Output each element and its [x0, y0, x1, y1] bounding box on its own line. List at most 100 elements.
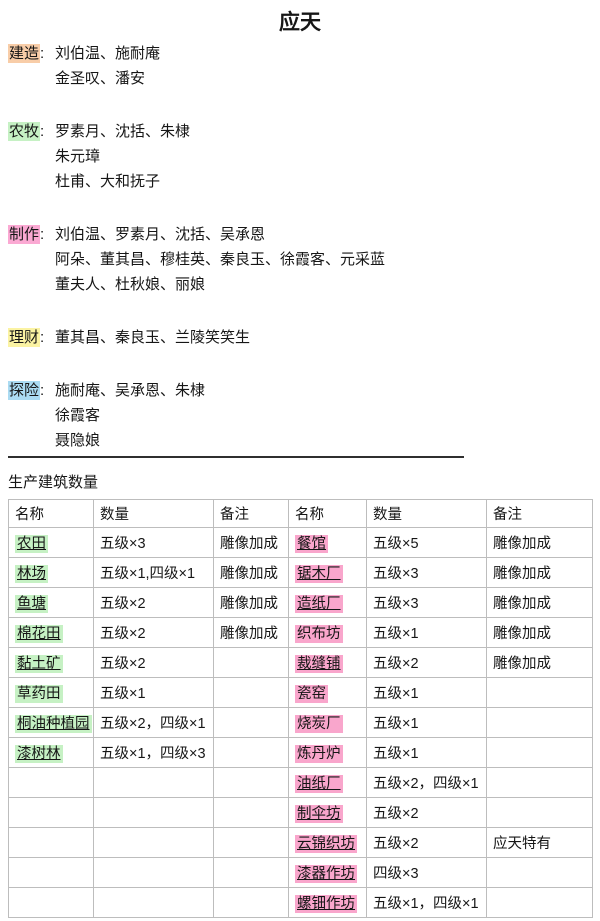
col-header-name-right: 名称 — [288, 499, 367, 528]
building-name-link[interactable]: 漆树林 — [15, 745, 63, 763]
building-name-cell: 餐馆 — [288, 527, 367, 558]
building-name-link[interactable]: 油纸厂 — [295, 775, 343, 793]
building-name-cell — [8, 797, 94, 828]
section-line: 制作: 刘伯温、罗素月、沈括、吴承恩 — [8, 222, 592, 247]
building-name: 烧炭厂 — [295, 715, 343, 733]
section-divider — [8, 456, 464, 458]
building-name-cell: 草药田 — [8, 677, 94, 708]
note-cell — [486, 767, 593, 798]
building-name-cell — [8, 887, 94, 918]
names-line: 刘伯温、罗素月、沈括、吴承恩 — [55, 226, 266, 243]
building-name-link[interactable]: 漆器作坊 — [295, 865, 357, 883]
quantity-cell: 五级×1,四级×1 — [93, 557, 214, 588]
label-colon: : — [40, 329, 45, 346]
quantity-cell: 五级×2 — [93, 647, 214, 678]
table-title: 生产建筑数量 — [8, 474, 99, 491]
col-header-qty-left: 数量 — [93, 499, 214, 528]
building-name-link[interactable]: 餐馆 — [295, 535, 328, 553]
building-name-cell: 制伞坊 — [288, 797, 367, 828]
quantity-cell: 四级×3 — [366, 857, 487, 888]
table-row: 农田 五级×3 雕像加成 餐馆 五级×5 雕像加成 — [8, 527, 593, 558]
col-header-qty-right: 数量 — [366, 499, 487, 528]
building-table: 名称 数量 备注 名称 数量 备注 农田 五级×3 雕像加成 餐馆 五级×5 雕像加成 林场… — [8, 499, 593, 918]
building-name-link[interactable]: 螺钿作坊 — [295, 895, 357, 913]
section-label: 农牧: — [8, 119, 55, 144]
section-crafting: 制作: 刘伯温、罗素月、沈括、吴承恩 阿朵、董其昌、穆桂英、秦良玉、徐霞客、元采… — [8, 222, 592, 297]
building-name-link[interactable]: 裁缝铺 — [295, 655, 343, 673]
building-name-cell: 鱼塘 — [8, 587, 94, 618]
section-label-spacer — [8, 272, 55, 297]
note-cell: 雕像加成 — [486, 587, 593, 618]
section-line: 阿朵、董其昌、穆桂英、秦良玉、徐霞客、元采蓝 — [8, 247, 592, 272]
note-cell — [213, 767, 289, 798]
section-label-highlight: 制作 — [8, 225, 41, 244]
section-line: 徐霞客 — [8, 403, 592, 428]
quantity-cell: 五级×3 — [366, 587, 487, 618]
section-line: 建造: 刘伯温、施耐庵 — [8, 41, 592, 66]
quantity-cell: 五级×2，四级×1 — [366, 767, 487, 798]
building-name-link[interactable]: 桐油种植园 — [15, 715, 92, 733]
section-build: 建造: 刘伯温、施耐庵 金圣叹、潘安 — [8, 41, 592, 91]
names-line: 董夫人、杜秋娘、丽娘 — [55, 276, 206, 293]
building-name-link[interactable]: 林场 — [15, 565, 48, 583]
note-cell — [213, 857, 289, 888]
building-name-cell: 云锦织坊 — [288, 827, 367, 858]
section-label-spacer — [8, 169, 55, 194]
quantity-cell — [93, 827, 214, 858]
section-label-spacer — [8, 144, 55, 169]
section-label: 探险: — [8, 378, 55, 403]
building-name-link[interactable]: 锯木厂 — [295, 565, 343, 583]
building-name-cell — [8, 827, 94, 858]
building-table-body: 农田 五级×3 雕像加成 餐馆 五级×5 雕像加成 林场 五级×1,四级×1 雕像加成 锯木厂 五级… — [8, 527, 593, 918]
section-label-highlight: 理财 — [8, 328, 41, 347]
building-name-link[interactable]: 制伞坊 — [295, 805, 343, 823]
quantity-cell: 五级×2 — [366, 647, 487, 678]
section-line: 董夫人、杜秋娘、丽娘 — [8, 272, 592, 297]
quantity-cell: 五级×3 — [366, 557, 487, 588]
note-cell — [213, 797, 289, 828]
building-name-cell — [8, 857, 94, 888]
note-cell — [486, 887, 593, 918]
building-name-cell: 炼丹炉 — [288, 737, 367, 768]
building-name-cell: 烧炭厂 — [288, 707, 367, 738]
names-line: 刘伯温、施耐庵 — [55, 45, 161, 62]
building-name-link[interactable]: 造纸厂 — [295, 595, 343, 613]
section-label-spacer — [8, 66, 55, 91]
quantity-cell: 五级×5 — [366, 527, 487, 558]
building-name-cell: 裁缝铺 — [288, 647, 367, 678]
building-name-cell: 造纸厂 — [288, 587, 367, 618]
names-line: 金圣叹、潘安 — [55, 70, 146, 87]
table-row: 草药田 五级×1 瓷窑 五级×1 — [8, 677, 593, 708]
section-label-spacer — [8, 403, 55, 428]
names-line: 施耐庵、吴承恩、朱棣 — [55, 382, 206, 399]
building-name-cell: 林场 — [8, 557, 94, 588]
building-name: 织布坊 — [295, 625, 343, 643]
building-name-link[interactable]: 云锦织坊 — [295, 835, 357, 853]
label-colon: : — [40, 226, 45, 243]
quantity-cell: 五级×1，四级×1 — [366, 887, 487, 918]
section-label-highlight: 探险 — [8, 381, 41, 400]
note-cell: 雕像加成 — [486, 647, 593, 678]
quantity-cell: 五级×1 — [366, 617, 487, 648]
quantity-cell: 五级×3 — [93, 527, 214, 558]
quantity-cell: 五级×2 — [366, 827, 487, 858]
building-name-cell: 油纸厂 — [288, 767, 367, 798]
table-row: 桐油种植园 五级×2，四级×1 烧炭厂 五级×1 — [8, 707, 593, 738]
quantity-cell: 五级×1，四级×3 — [93, 737, 214, 768]
names-line: 董其昌、秦良玉、兰陵笑笑生 — [55, 329, 251, 346]
building-name-link[interactable]: 棉花田 — [15, 625, 63, 643]
section-exploration: 探险: 施耐庵、吴承恩、朱棣 徐霞客 聂隐娘 — [8, 378, 592, 453]
label-colon: : — [40, 45, 45, 62]
section-line: 农牧: 罗素月、沈括、朱棣 — [8, 119, 592, 144]
note-cell — [486, 677, 593, 708]
building-name-link[interactable]: 农田 — [15, 535, 48, 553]
building-name-cell: 棉花田 — [8, 617, 94, 648]
building-name-link[interactable]: 黏土矿 — [15, 655, 63, 673]
note-cell — [213, 887, 289, 918]
building-name-link[interactable]: 鱼塘 — [15, 595, 48, 613]
note-cell — [486, 797, 593, 828]
quantity-cell — [93, 797, 214, 828]
note-cell: 雕像加成 — [486, 557, 593, 588]
names-line: 罗素月、沈括、朱棣 — [55, 123, 191, 140]
note-cell — [213, 647, 289, 678]
